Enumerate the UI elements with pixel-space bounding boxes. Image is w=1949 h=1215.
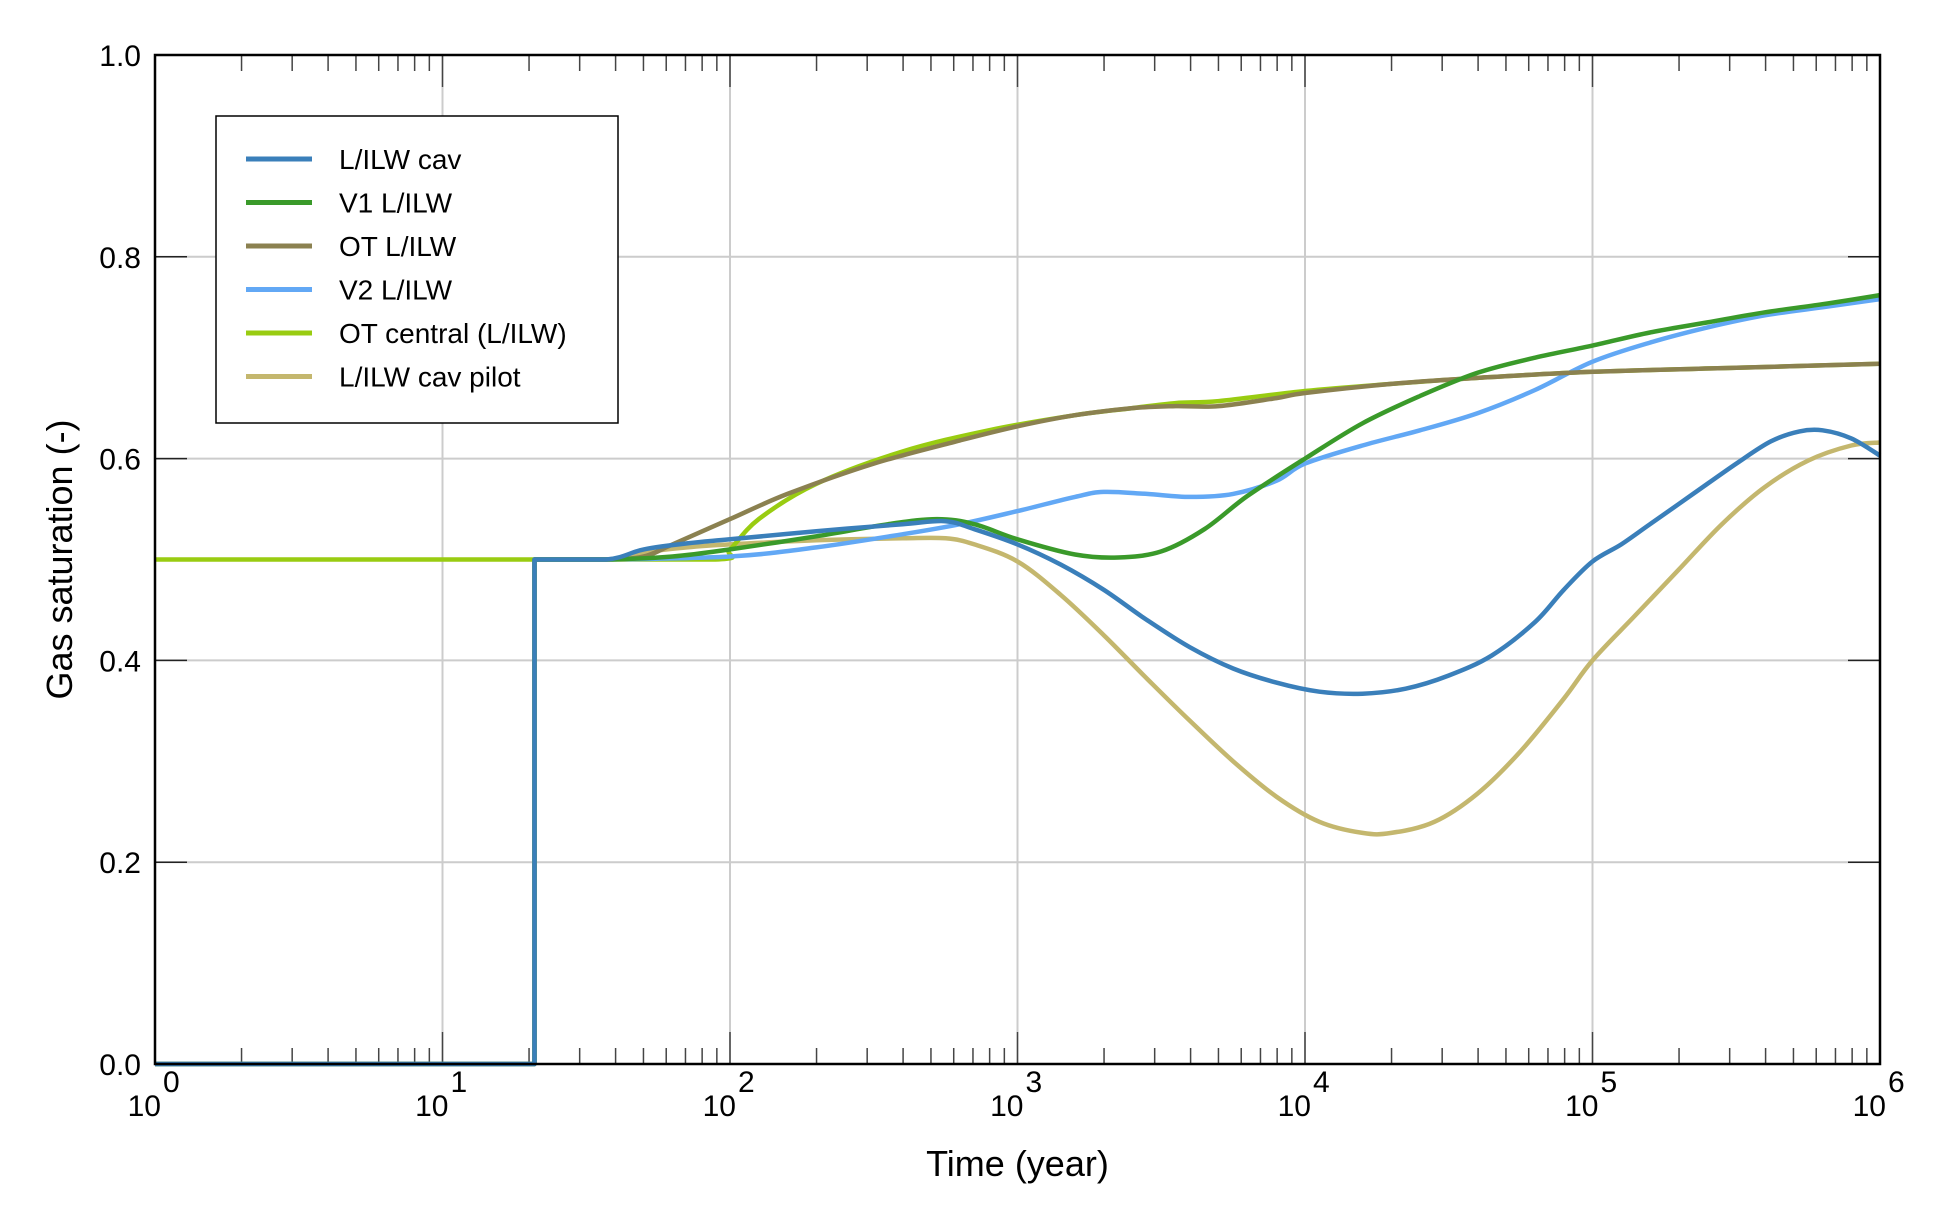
series-line-5 (155, 440, 1881, 1067)
legend-item: V1 L/ILW (246, 188, 453, 219)
x-tick-base: 10 (703, 1090, 736, 1123)
plot-frame (153, 53, 1882, 1066)
x-tick-exponent: 0 (163, 1066, 180, 1099)
x-tick-label: 104 (1278, 1066, 1330, 1123)
x-axis-title: Time (year) (926, 1143, 1109, 1184)
x-tick-exponent: 1 (451, 1066, 468, 1099)
x-tick-base: 10 (1853, 1090, 1886, 1123)
legend-label: L/ILW cav pilot (339, 362, 521, 393)
legend-label: V1 L/ILW (339, 188, 453, 219)
x-tick-exponent: 3 (1026, 1066, 1043, 1099)
y-tick-label: 0.8 (99, 242, 141, 275)
legend-item: L/ILW cav pilot (246, 362, 521, 393)
y-tick-labels: 0.0 0.2 0.4 0.6 0.8 1.0 (99, 40, 141, 1082)
legend-item: OT central (L/ILW) (246, 318, 567, 349)
x-tick-label: 103 (990, 1066, 1042, 1123)
x-tick-label: 106 (1853, 1066, 1905, 1123)
legend-item: V2 L/ILW (246, 275, 453, 306)
x-tick-exponent: 5 (1601, 1066, 1618, 1099)
y-tick-label: 0.4 (99, 645, 141, 678)
series-line-1 (155, 292, 1881, 1067)
x-tick-label: 105 (1565, 1066, 1617, 1123)
x-tick-label: 101 (415, 1066, 467, 1123)
series-line-0 (155, 427, 1882, 1067)
x-tick-label: 102 (703, 1066, 755, 1123)
legend-label: V2 L/ILW (339, 275, 453, 306)
legend-box (215, 115, 619, 424)
x-tick-label: 100 (128, 1066, 180, 1123)
x-tick-base: 10 (1278, 1090, 1311, 1123)
x-tick-base: 10 (1565, 1090, 1598, 1123)
x-tick-exponent: 2 (738, 1066, 755, 1099)
y-tick-label: 0.2 (99, 847, 141, 880)
y-axis-title: Gas saturation (-) (39, 419, 80, 699)
legend-label: OT L/ILW (339, 231, 457, 262)
legend-item: L/ILW cav (246, 144, 461, 175)
x-tick-base: 10 (128, 1090, 161, 1123)
series-line-2 (155, 361, 1881, 1067)
y-tick-label: 1.0 (99, 40, 141, 73)
x-tick-base: 10 (415, 1090, 448, 1123)
legend-item: OT L/ILW (246, 231, 457, 262)
y-tick-label: 0.6 (99, 444, 141, 477)
legend: L/ILW cav V1 L/ILW OT L/ILW V2 L/ILW OT cent… (215, 115, 619, 424)
legend-label: L/ILW cav (339, 144, 461, 175)
x-tick-exponent: 6 (1888, 1066, 1905, 1099)
y-tick-label: 0.0 (99, 1049, 141, 1082)
x-tick-base: 10 (990, 1090, 1023, 1123)
series-layer (155, 292, 1882, 1067)
legend-label: OT central (L/ILW) (339, 318, 567, 349)
x-tick-exponent: 4 (1313, 1066, 1330, 1099)
